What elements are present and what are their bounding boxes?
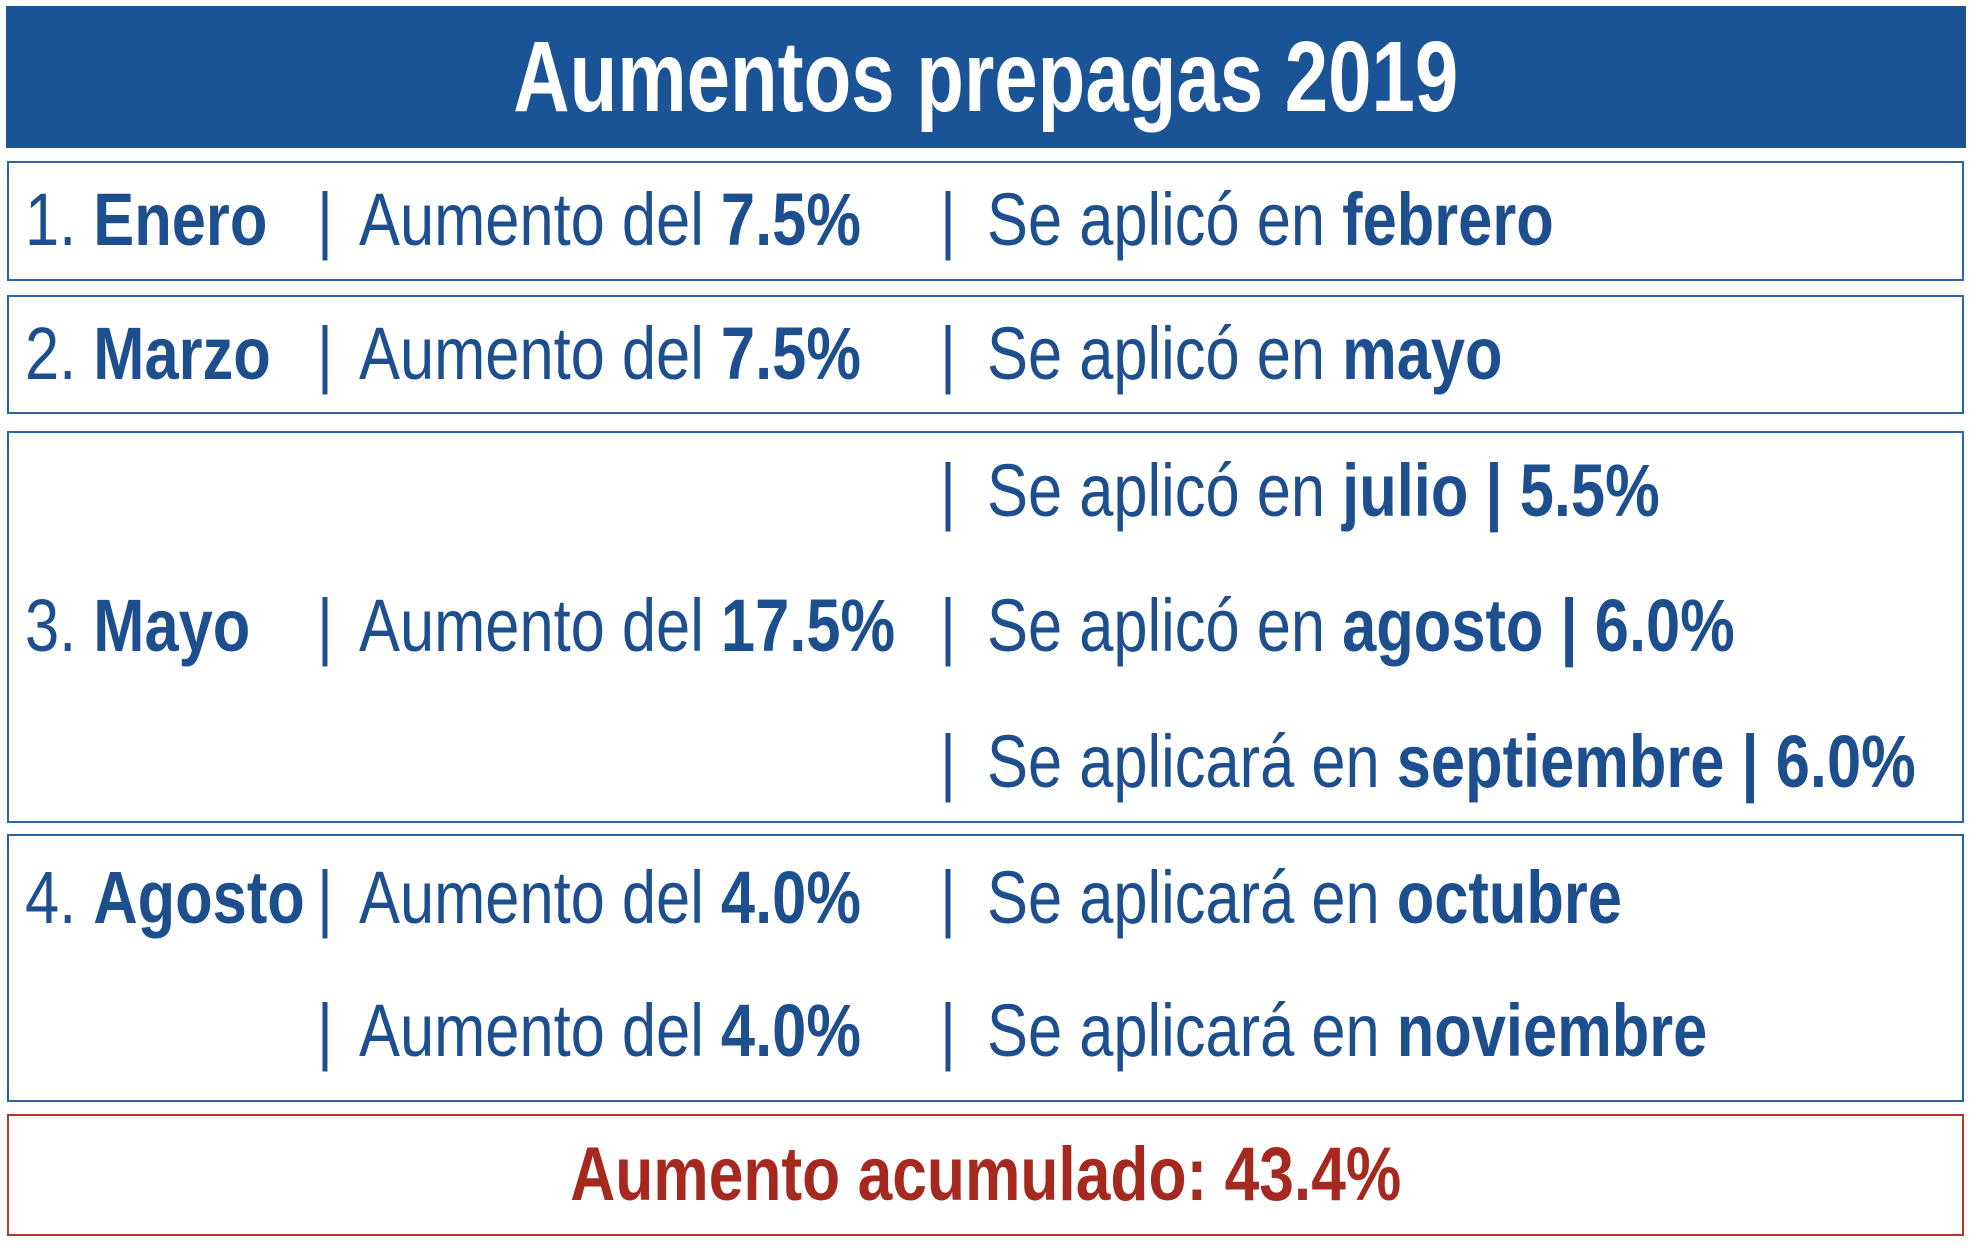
- title-bar: Aumentos prepagas 2019: [6, 6, 1966, 148]
- increase-cell: Aumento del 17.5%: [359, 576, 895, 676]
- row-number: 3.: [25, 584, 77, 667]
- applied-detail: julio | 5.5%: [1342, 449, 1660, 532]
- table-row-line: | Se aplicará en septiembre | 6.0%: [9, 712, 1962, 812]
- increase-cell: Aumento del 4.0%: [359, 848, 861, 948]
- increase-cell: Aumento del 7.5%: [359, 304, 861, 404]
- applied-month: febrero: [1342, 178, 1554, 261]
- increase-label: Aumento del: [359, 856, 704, 939]
- applied-label: Se aplicó en: [987, 312, 1326, 395]
- applied-detail: agosto | 6.0%: [1342, 584, 1735, 667]
- row-month: Agosto: [93, 856, 305, 939]
- table-row-line: | Se aplicó en julio | 5.5%: [9, 441, 1962, 541]
- applied-cell: Se aplicó en julio | 5.5%: [987, 441, 1660, 541]
- column-separator: |: [317, 989, 333, 1072]
- row-month-cell: 2. Marzo: [25, 304, 271, 404]
- table-row-agosto: 4. Agosto | Aumento del 4.0% | Se aplica…: [7, 834, 1964, 1102]
- column-separator: |: [940, 449, 956, 532]
- column-separator: |: [940, 856, 956, 939]
- increase-cell: Aumento del 4.0%: [359, 981, 861, 1081]
- column-separator: |: [940, 312, 956, 395]
- total-text: Aumento acumulado: 43.4%: [570, 1137, 1401, 1213]
- applied-label: Se aplicará en: [987, 856, 1380, 939]
- column-separator: |: [940, 720, 956, 803]
- total-label: Aumento acumulado:: [569, 1132, 1208, 1217]
- applied-month: mayo: [1342, 312, 1503, 395]
- applied-cell: Se aplicó en agosto | 6.0%: [987, 576, 1735, 676]
- increase-value: 17.5%: [720, 584, 896, 667]
- applied-cell: Se aplicará en noviembre: [987, 981, 1707, 1081]
- row-month-cell: 4. Agosto: [25, 848, 305, 948]
- applied-month: julio: [1342, 449, 1469, 532]
- increase-value: 7.5%: [720, 312, 861, 395]
- row-number: 1.: [25, 178, 77, 261]
- applied-value: 5.5%: [1519, 449, 1660, 532]
- row-month: Marzo: [93, 312, 271, 395]
- column-separator: |: [940, 584, 956, 667]
- increase-label: Aumento del: [359, 178, 704, 261]
- applied-value: 6.0%: [1775, 720, 1916, 803]
- applied-label: Se aplicará en: [987, 989, 1380, 1072]
- increase-value: 4.0%: [720, 856, 861, 939]
- column-separator: |: [317, 178, 333, 261]
- increase-label: Aumento del: [359, 989, 704, 1072]
- increase-cell: Aumento del 7.5%: [359, 170, 861, 270]
- applied-month: octubre: [1396, 856, 1622, 939]
- table-row-line: 4. Agosto | Aumento del 4.0% | Se aplica…: [9, 848, 1962, 948]
- increase-value: 4.0%: [720, 989, 861, 1072]
- column-separator: |: [317, 312, 333, 395]
- applied-month: agosto: [1342, 584, 1544, 667]
- row-number: 4.: [25, 856, 77, 939]
- table-row-marzo: 2. Marzo | Aumento del 7.5% | Se aplicó …: [7, 295, 1964, 414]
- column-separator: |: [940, 989, 956, 1072]
- applied-month: noviembre: [1396, 989, 1708, 1072]
- total-box: Aumento acumulado: 43.4%: [7, 1114, 1964, 1236]
- row-month-cell: 3. Mayo: [25, 576, 250, 676]
- column-separator: |: [940, 178, 956, 261]
- inline-separator: |: [1741, 720, 1759, 803]
- table-row-enero: 1. Enero | Aumento del 7.5% | Se aplicó …: [7, 161, 1964, 281]
- applied-month: septiembre: [1396, 720, 1725, 803]
- table-row-line: 2. Marzo | Aumento del 7.5% | Se aplicó …: [9, 304, 1962, 404]
- applied-cell: Se aplicará en septiembre | 6.0%: [987, 712, 1916, 812]
- table-row-mayo: | Se aplicó en julio | 5.5% 3. Mayo | Au…: [7, 431, 1964, 823]
- column-separator: |: [317, 584, 333, 667]
- applied-cell: Se aplicó en mayo: [987, 304, 1503, 404]
- row-month-cell: 1. Enero: [25, 170, 267, 270]
- inline-separator: |: [1485, 449, 1503, 532]
- row-month: Enero: [93, 178, 268, 261]
- applied-label: Se aplicó en: [987, 449, 1326, 532]
- column-separator: |: [317, 856, 333, 939]
- increase-value: 7.5%: [720, 178, 861, 261]
- chart-title: Aumentos prepagas 2019: [513, 21, 1459, 133]
- inline-separator: |: [1560, 584, 1578, 667]
- increase-label: Aumento del: [359, 312, 704, 395]
- applied-cell: Se aplicará en octubre: [987, 848, 1622, 948]
- table-row-line: 3. Mayo | Aumento del 17.5% | Se aplicó …: [9, 576, 1962, 676]
- applied-value: 6.0%: [1594, 584, 1735, 667]
- applied-label: Se aplicó en: [987, 584, 1326, 667]
- table-row-line: | Aumento del 4.0% | Se aplicará en novi…: [9, 981, 1962, 1081]
- total-value: 43.4%: [1224, 1132, 1402, 1217]
- applied-detail: septiembre | 6.0%: [1397, 720, 1916, 803]
- table-row-line: 1. Enero | Aumento del 7.5% | Se aplicó …: [9, 170, 1962, 270]
- applied-cell: Se aplicó en febrero: [987, 170, 1554, 270]
- applied-label: Se aplicará en: [987, 720, 1380, 803]
- increase-label: Aumento del: [359, 584, 704, 667]
- applied-label: Se aplicó en: [987, 178, 1326, 261]
- row-month: Mayo: [93, 584, 251, 667]
- row-number: 2.: [25, 312, 77, 395]
